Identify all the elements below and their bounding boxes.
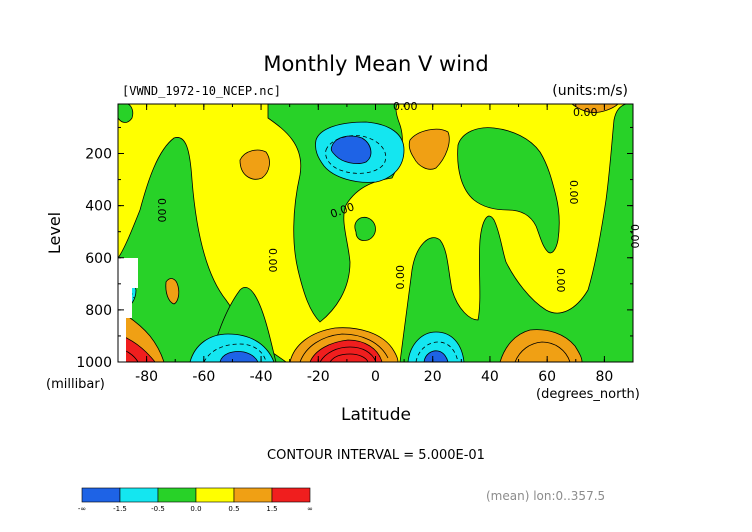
colorbar-cell <box>233 487 273 503</box>
chart-title: Monthly Mean V wind <box>263 52 488 76</box>
y-tick-label: 1000 <box>76 355 112 371</box>
colorbar-cell <box>195 487 235 503</box>
contour-label: 0.00 <box>155 198 168 223</box>
x-tick-label: 40 <box>481 369 499 385</box>
x-axis: -80 -60 -40 -20 0 20 40 60 80 Latitude (degrees_… <box>117 104 640 425</box>
y-tick-label: 400 <box>85 199 112 215</box>
colorbar-cell <box>271 487 311 503</box>
contour-label: 0.00 <box>573 106 598 119</box>
red-regions <box>118 333 383 362</box>
contour-label: 0.00 <box>628 224 641 249</box>
x-tick-label: 20 <box>424 369 442 385</box>
y-tick-labels: 200 400 600 800 1000 <box>76 147 112 371</box>
blue-regions <box>118 135 449 362</box>
y-tick-label: 600 <box>85 251 112 267</box>
x-tick-labels: -80 -60 -40 -20 0 20 40 60 80 <box>135 369 613 385</box>
file-label: [VWND_1972-10_NCEP.nc] <box>122 84 281 98</box>
contour-label: 0.00 <box>394 265 407 290</box>
x-axis-unit: (degrees_north) <box>536 387 640 402</box>
x-tick-label: 0 <box>371 369 380 385</box>
contour-interval: CONTOUR INTERVAL = 5.000E-01 <box>267 448 485 463</box>
x-tick-label: -60 <box>192 369 215 385</box>
colorbar-label: ∞ <box>307 505 313 513</box>
x-tick-label: -20 <box>307 369 330 385</box>
colorbar-label: -∞ <box>78 505 86 513</box>
contour-label: 0.00 <box>554 268 567 293</box>
x-tick-label: 80 <box>595 369 613 385</box>
colorbar-cells <box>81 487 311 503</box>
y-axis-label: Level <box>45 212 64 254</box>
colorbar-cell <box>157 487 197 503</box>
y-tick-marks <box>118 126 633 363</box>
footnote: (mean) lon:0..357.5 <box>486 489 605 503</box>
contour-label: 0.00 <box>266 248 279 273</box>
colorbar-label: -0.5 <box>151 505 165 513</box>
colorbar-labels: -∞ -1.5 -0.5 0.0 0.5 1.5 ∞ <box>78 505 313 513</box>
units-label: (units:m/s) <box>552 83 628 99</box>
contour-field <box>118 104 633 362</box>
colorbar: -∞ -1.5 -0.5 0.0 0.5 1.5 ∞ <box>78 487 313 513</box>
y-tick-label: 800 <box>85 303 112 319</box>
y-axis-unit: (millibar) <box>46 377 105 392</box>
colorbar-label: -1.5 <box>113 505 127 513</box>
colorbar-cell <box>81 487 121 503</box>
x-tick-label: -40 <box>250 369 273 385</box>
contour-label: 0.00 <box>393 100 418 113</box>
x-axis-label: Latitude <box>341 405 411 425</box>
x-tick-marks <box>117 104 634 362</box>
x-tick-label: 60 <box>538 369 556 385</box>
contour-labels: 0.00 0.00 0.00 0.00 0.00 0.00 0.00 0.00 … <box>155 100 641 293</box>
x-tick-label: -80 <box>135 369 158 385</box>
colorbar-label: 0.0 <box>190 505 201 513</box>
colorbar-cell <box>119 487 159 503</box>
colorbar-label: 0.5 <box>228 505 239 513</box>
contour-label: 0.00 <box>567 180 580 205</box>
inner-contour-lines <box>118 333 571 362</box>
y-tick-label: 200 <box>85 147 112 163</box>
colorbar-label: 1.5 <box>266 505 277 513</box>
